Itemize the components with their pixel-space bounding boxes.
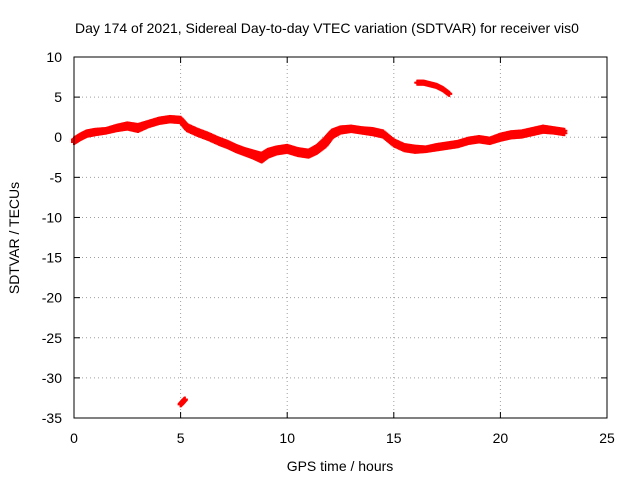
plot-frame: [73, 56, 608, 419]
data-point: [561, 130, 568, 137]
x-tick-label: 0: [70, 430, 78, 446]
y-tick-label: 0: [54, 129, 62, 145]
data-points: [71, 79, 568, 408]
x-tick-label: 10: [279, 430, 295, 446]
x-tick-label: 15: [386, 430, 402, 446]
y-axis-label: SDTVAR / TECUs: [6, 182, 22, 294]
y-tick-label: -15: [42, 250, 62, 266]
y-tick-label: -35: [42, 410, 62, 426]
y-tick-label: 10: [46, 49, 62, 65]
data-point: [181, 396, 188, 403]
x-tick-label: 20: [493, 430, 509, 446]
data-point: [446, 90, 453, 97]
chart-title: Day 174 of 2021, Sidereal Day-to-day VTE…: [75, 20, 579, 36]
x-tick-label: 25: [599, 430, 615, 446]
x-tick-labels: 0 5 10 15 20 25: [70, 430, 615, 446]
ticks: [73, 56, 608, 419]
grid: [74, 57, 607, 418]
y-tick-label: 5: [54, 89, 62, 105]
y-tick-label: -20: [42, 290, 62, 306]
y-tick-label: -5: [50, 169, 63, 185]
y-tick-labels: 10 5 0 -5 -10 -15 -20 -25 -30 -35: [42, 49, 62, 426]
y-tick-label: -25: [42, 330, 62, 346]
x-tick-label: 5: [177, 430, 185, 446]
y-tick-label: -30: [42, 370, 62, 386]
x-axis-label: GPS time / hours: [287, 458, 394, 474]
y-tick-label: -10: [42, 209, 62, 225]
